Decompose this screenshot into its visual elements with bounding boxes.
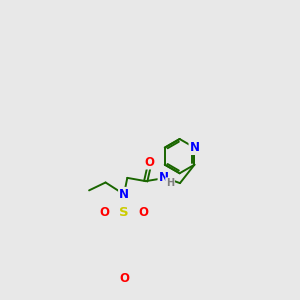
Text: N: N bbox=[158, 171, 169, 184]
Text: O: O bbox=[99, 206, 109, 219]
Text: O: O bbox=[119, 272, 129, 285]
Text: H: H bbox=[166, 178, 174, 188]
Text: O: O bbox=[139, 206, 149, 219]
Text: O: O bbox=[144, 156, 154, 169]
Text: S: S bbox=[119, 206, 129, 219]
Text: N: N bbox=[119, 188, 129, 201]
Text: N: N bbox=[190, 141, 200, 154]
